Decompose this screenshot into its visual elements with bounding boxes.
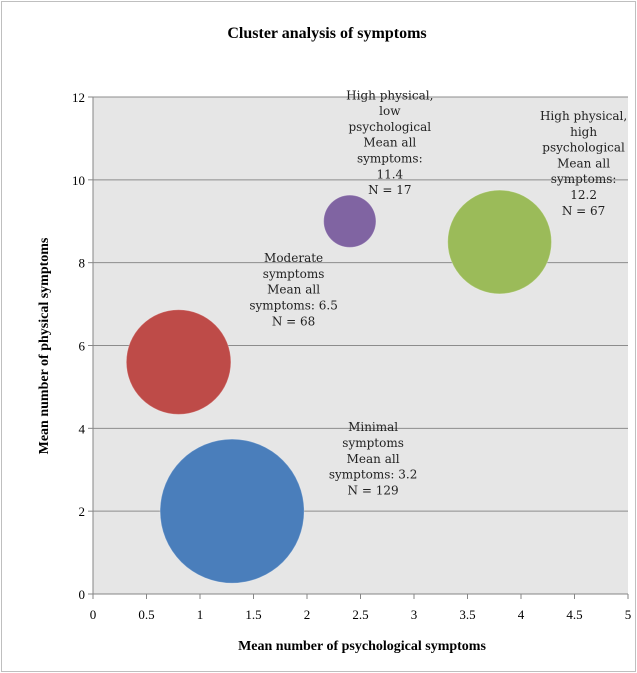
- bubble-label-line: 11.4: [376, 167, 403, 181]
- bubble: [125, 309, 232, 415]
- bubble-label-line: symptoms: [342, 436, 404, 450]
- bubble-label-line: High physical,: [346, 88, 433, 102]
- y-tick-label: 0: [79, 587, 86, 602]
- bubble-label-line: Minimal: [348, 420, 398, 434]
- bubble-label-line: symptoms: 3.2: [329, 468, 418, 482]
- bubble-label-line: Mean all: [363, 136, 416, 150]
- x-tick-label: 4.5: [566, 607, 582, 622]
- bubble-label-line: N = 68: [272, 314, 315, 328]
- bubble-label-line: Mean all: [347, 452, 400, 466]
- bubble-label-line: symptoms: [263, 267, 325, 281]
- bubble-label-line: N = 129: [348, 483, 399, 497]
- x-axis-title: Mean number of psychological symptoms: [238, 639, 486, 654]
- bubble: [447, 189, 552, 295]
- x-tick-label: 3.5: [459, 607, 475, 622]
- bubble-label-line: symptoms:: [551, 172, 617, 186]
- y-tick-labels: 0 2 4 6 8 10 12: [72, 90, 86, 602]
- y-tick-label: 8: [79, 256, 86, 271]
- x-tick-label: 5: [625, 607, 632, 622]
- y-tick-label: 10: [72, 173, 85, 188]
- bubble-label-line: High physical,: [540, 109, 627, 123]
- x-tick-label: 1: [197, 607, 204, 622]
- y-tick-label: 12: [72, 90, 85, 105]
- chart-title: Cluster analysis of symptoms: [227, 25, 426, 42]
- bubble-label-line: N = 67: [562, 204, 605, 218]
- bubble-label-line: Mean all: [557, 156, 610, 170]
- bubble-label-line: psychological: [542, 141, 625, 155]
- bubble: [159, 438, 305, 584]
- y-tick-label: 4: [79, 421, 86, 436]
- bubble-label-line: N = 17: [368, 183, 411, 197]
- bubbles: [125, 189, 552, 584]
- bubble-label-line: high: [570, 125, 597, 139]
- y-tick-label: 6: [79, 339, 86, 354]
- x-tick-label: 2.5: [352, 607, 368, 622]
- y-axis-title: Mean number of physical symptoms: [37, 237, 52, 454]
- bubble-label-line: symptoms:: [357, 151, 423, 165]
- bubble-label-line: Mean all: [267, 283, 320, 297]
- bubble-label-line: 12.2: [570, 188, 597, 202]
- bubble-label-line: psychological: [349, 120, 432, 134]
- x-tick-label: 1.5: [245, 607, 261, 622]
- x-tick-labels: 0 0.5 1 1.5 2 2.5 3 3.5 4 4.5 5: [90, 607, 632, 622]
- x-tick-label: 0: [90, 607, 97, 622]
- axes: [88, 96, 629, 599]
- x-tick-label: 4: [518, 607, 525, 622]
- x-tick-label: 0.5: [138, 607, 154, 622]
- y-tick-label: 2: [79, 504, 86, 519]
- bubble: [323, 194, 377, 248]
- bubble-label-line: symptoms: 6.5: [249, 298, 338, 312]
- x-tick-label: 2: [304, 607, 311, 622]
- bubble-label-line: low: [379, 104, 401, 118]
- x-tick-label: 3: [411, 607, 418, 622]
- bubble-label-line: Moderate: [264, 251, 323, 265]
